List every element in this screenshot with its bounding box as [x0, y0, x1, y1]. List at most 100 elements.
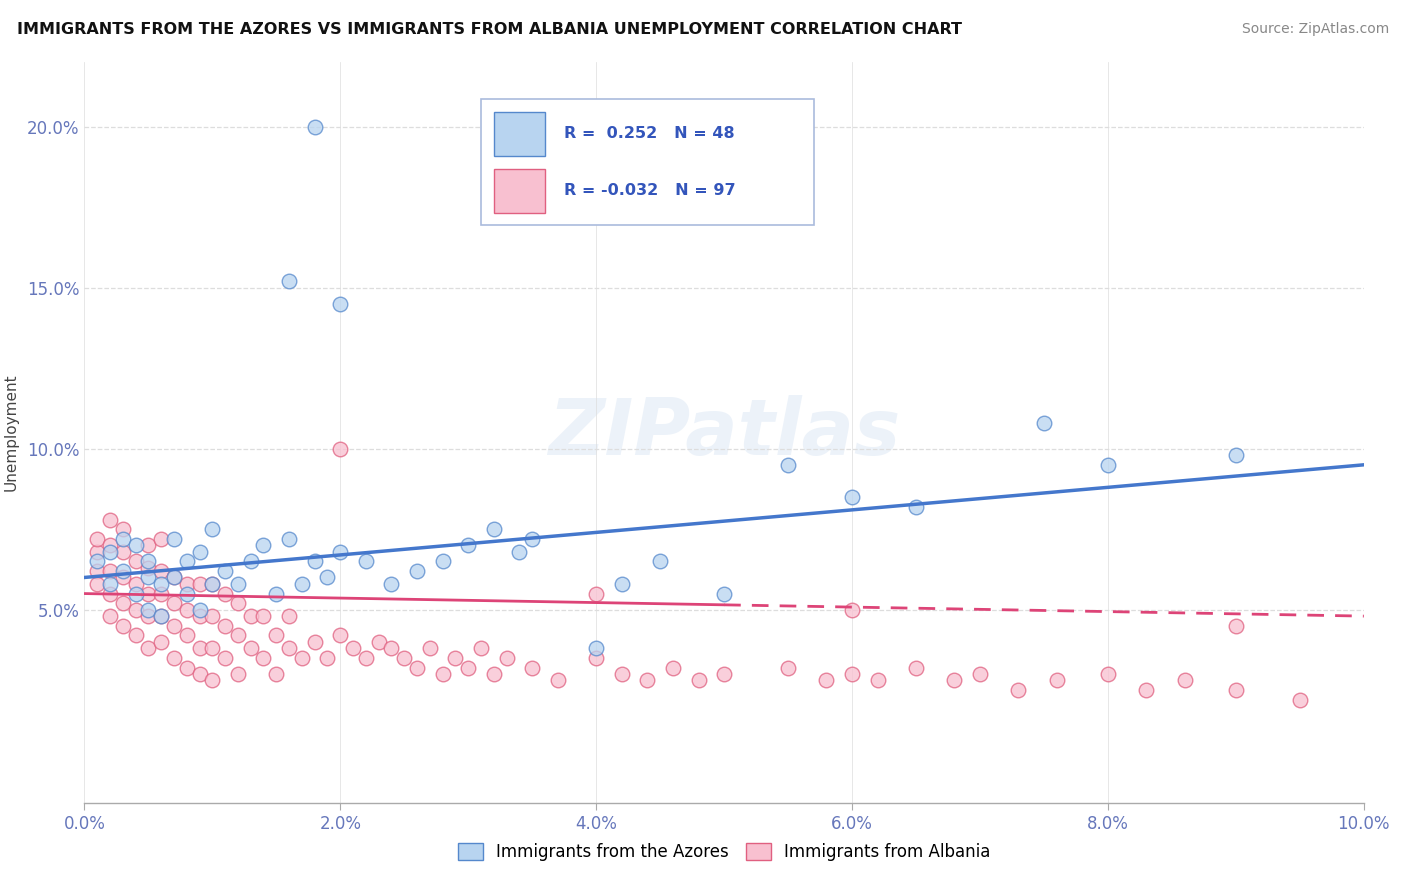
Point [226, 667, 249, 681]
Point [111, 545, 134, 559]
Point [124, 586, 146, 600]
Point [1032, 416, 1054, 430]
Point [648, 554, 672, 568]
Point [98, 609, 121, 624]
Text: Source: ZipAtlas.com: Source: ZipAtlas.com [1241, 22, 1389, 37]
Point [406, 564, 429, 578]
Point [547, 673, 569, 688]
Point [226, 628, 249, 642]
Point [470, 641, 492, 656]
Point [214, 586, 236, 600]
Point [176, 660, 198, 674]
Point [176, 628, 198, 642]
Point [138, 641, 160, 656]
Point [342, 641, 364, 656]
Point [98, 538, 121, 552]
Point [432, 554, 454, 568]
Point [163, 596, 186, 610]
Point [394, 651, 416, 665]
Point [1225, 619, 1247, 633]
Point [688, 673, 710, 688]
Point [163, 651, 186, 665]
Point [354, 554, 377, 568]
Point [252, 609, 274, 624]
Legend: Immigrants from the Azores, Immigrants from Albania: Immigrants from the Azores, Immigrants f… [458, 843, 990, 861]
Point [188, 609, 211, 624]
Point [111, 619, 134, 633]
Point [457, 660, 479, 674]
Point [367, 635, 389, 649]
Point [662, 660, 685, 674]
Point [585, 641, 607, 656]
Point [138, 609, 160, 624]
Point [866, 673, 889, 688]
Point [969, 667, 991, 681]
Point [1174, 673, 1197, 688]
Point [201, 577, 224, 591]
Point [329, 297, 352, 311]
Point [188, 667, 211, 681]
Point [1135, 683, 1157, 698]
Point [86, 564, 108, 578]
Text: ZIPatlas: ZIPatlas [548, 394, 900, 471]
Point [1097, 667, 1119, 681]
Text: R = -0.032   N = 97: R = -0.032 N = 97 [564, 183, 735, 198]
Point [138, 561, 160, 575]
Point [1225, 448, 1247, 462]
Point [239, 554, 262, 568]
Point [86, 532, 108, 546]
Point [124, 602, 146, 616]
Point [150, 586, 173, 600]
FancyBboxPatch shape [494, 112, 546, 156]
Point [214, 619, 236, 633]
Point [98, 577, 121, 591]
Point [585, 586, 607, 600]
Point [138, 538, 160, 552]
Point [610, 577, 633, 591]
Point [1007, 683, 1029, 698]
Point [163, 619, 186, 633]
Point [201, 673, 224, 688]
Point [86, 554, 108, 568]
Point [214, 651, 236, 665]
Point [713, 586, 735, 600]
Point [176, 586, 198, 600]
Point [444, 651, 467, 665]
Point [150, 577, 173, 591]
Point [124, 538, 146, 552]
Point [176, 554, 198, 568]
Point [163, 570, 186, 584]
Point [1225, 683, 1247, 698]
Point [1288, 693, 1310, 707]
Point [201, 577, 224, 591]
Y-axis label: Unemployment: Unemployment [4, 374, 18, 491]
Point [188, 577, 211, 591]
Point [239, 609, 262, 624]
Point [482, 667, 505, 681]
Point [86, 545, 108, 559]
Point [201, 522, 224, 536]
Point [201, 641, 224, 656]
Point [226, 596, 249, 610]
Point [188, 602, 211, 616]
Point [841, 667, 863, 681]
Point [188, 545, 211, 559]
Point [776, 458, 799, 472]
Point [419, 641, 441, 656]
Point [252, 651, 274, 665]
Point [111, 570, 134, 584]
Point [163, 570, 186, 584]
Point [815, 673, 838, 688]
Point [316, 651, 339, 665]
Point [610, 667, 633, 681]
Text: R =  0.252   N = 48: R = 0.252 N = 48 [564, 126, 735, 141]
Point [98, 586, 121, 600]
Point [1097, 458, 1119, 472]
Point [124, 577, 146, 591]
Point [150, 532, 173, 546]
Text: IMMIGRANTS FROM THE AZORES VS IMMIGRANTS FROM ALBANIA UNEMPLOYMENT CORRELATION C: IMMIGRANTS FROM THE AZORES VS IMMIGRANTS… [17, 22, 962, 37]
Point [304, 635, 326, 649]
Point [841, 602, 863, 616]
Point [176, 602, 198, 616]
Point [176, 577, 198, 591]
